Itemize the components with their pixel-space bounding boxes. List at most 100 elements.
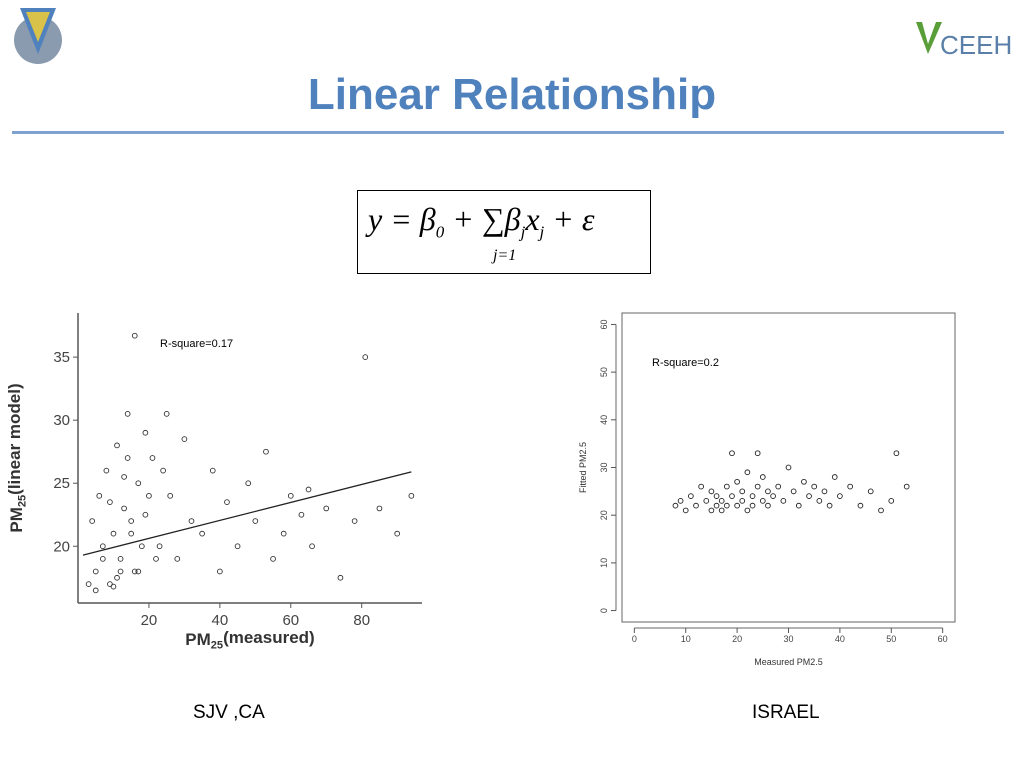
point <box>96 492 103 499</box>
point <box>298 511 305 518</box>
formula-term: x <box>525 201 540 237</box>
point <box>688 493 694 499</box>
point <box>806 493 812 499</box>
y-tick-label: 0 <box>599 608 609 613</box>
point <box>92 587 99 594</box>
point <box>234 543 241 550</box>
point <box>107 499 113 505</box>
point <box>394 530 401 537</box>
point <box>117 556 124 562</box>
x-axis-label: Measured PM2.5 <box>754 657 823 667</box>
y-axis-label: PM25(linear model) <box>5 383 28 532</box>
point <box>903 483 910 490</box>
y-tick-label: 30 <box>599 462 609 472</box>
point <box>146 492 152 499</box>
point <box>199 530 205 537</box>
point <box>153 556 159 562</box>
point <box>287 492 294 499</box>
x-tick-label: 30 <box>783 634 793 644</box>
point <box>831 474 838 480</box>
point <box>121 505 127 512</box>
point <box>142 511 149 518</box>
point <box>174 556 181 562</box>
logo-mark <box>916 22 942 54</box>
point <box>188 518 195 524</box>
point <box>167 492 174 499</box>
x-tick-label: 10 <box>681 634 691 644</box>
point <box>801 478 807 485</box>
formula-row: y = β0 + ∑βjxj + ε <box>368 201 594 242</box>
point <box>124 411 131 417</box>
plot-box <box>621 312 956 623</box>
point <box>309 543 315 550</box>
point <box>811 483 818 490</box>
point <box>729 450 735 457</box>
point <box>114 442 120 449</box>
logo-v <box>916 22 942 54</box>
point <box>99 543 106 550</box>
point <box>718 498 725 504</box>
point <box>124 455 131 461</box>
point <box>790 488 797 495</box>
point <box>217 568 223 575</box>
point <box>713 502 720 509</box>
point <box>888 498 895 504</box>
point <box>263 448 269 455</box>
slide-title: Linear Relationship <box>307 70 717 119</box>
point <box>252 518 259 524</box>
point <box>323 505 330 512</box>
point <box>89 518 96 524</box>
point <box>857 502 864 509</box>
y-axis-label-part: Fitted PM2.5 <box>578 442 588 493</box>
point <box>703 498 710 504</box>
formula-term: y = β <box>368 201 436 237</box>
x-axis-label-part: 25 <box>211 639 223 651</box>
point <box>408 492 415 499</box>
point <box>103 467 110 474</box>
x-tick-label: 20 <box>141 612 158 629</box>
point <box>765 488 771 495</box>
formula-term: β <box>504 201 521 237</box>
y-tick-label: 20 <box>53 538 70 555</box>
point <box>754 483 761 490</box>
x-tick-label: 0 <box>632 634 637 644</box>
point <box>149 455 156 461</box>
point <box>708 488 715 495</box>
point <box>672 502 679 509</box>
title-rule <box>12 131 1004 134</box>
y-tick-label: 10 <box>599 558 609 568</box>
point <box>114 574 120 581</box>
logo-text: CEEH <box>940 30 1013 60</box>
formula: y = β0 + ∑βjxj + ε j=1 <box>357 190 651 274</box>
point <box>131 568 138 575</box>
annotation: R-square=0.2 <box>652 357 719 369</box>
point <box>744 469 751 476</box>
point <box>693 502 699 509</box>
point <box>121 474 127 480</box>
point <box>142 429 149 436</box>
point <box>698 483 704 490</box>
y-tick-label: 40 <box>599 415 609 425</box>
point <box>713 493 720 499</box>
point <box>156 543 163 550</box>
point <box>785 464 792 471</box>
point <box>677 498 684 504</box>
y-axis-label-part: 25 <box>16 495 28 507</box>
point <box>245 480 252 487</box>
y-tick-label: 60 <box>599 319 609 329</box>
point <box>99 556 106 562</box>
x-tick-label: 60 <box>282 612 299 629</box>
x-tick-label: 20 <box>732 634 742 644</box>
x-tick-label: 40 <box>835 634 845 644</box>
point <box>826 502 833 509</box>
point <box>181 436 188 442</box>
point <box>305 486 312 493</box>
y-tick-label: 35 <box>53 349 70 366</box>
point <box>739 488 746 495</box>
x-axis-label-part: PM <box>185 630 211 649</box>
point <box>128 518 135 524</box>
point <box>92 568 99 575</box>
point <box>270 556 276 562</box>
